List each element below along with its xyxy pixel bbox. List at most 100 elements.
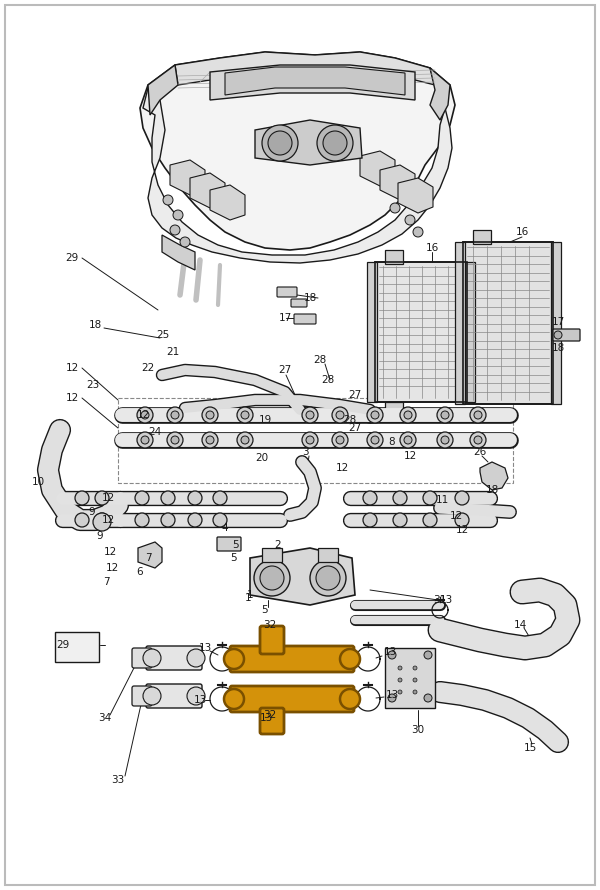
Circle shape [413,227,423,237]
Text: 12: 12 [101,493,115,503]
Bar [551,242,561,404]
Text: 5: 5 [232,540,238,550]
Circle shape [363,513,377,527]
Bar [55,632,99,662]
Polygon shape [430,68,450,120]
Circle shape [310,560,346,596]
Text: 16: 16 [515,227,529,237]
Text: 7: 7 [145,553,151,563]
Circle shape [413,690,417,694]
Bar [465,262,475,402]
Text: 28: 28 [313,355,326,365]
Text: 13: 13 [259,713,272,723]
Circle shape [171,411,179,419]
Circle shape [188,513,202,527]
Polygon shape [210,185,245,220]
Circle shape [302,407,318,423]
Bar [455,242,465,404]
Bar [385,250,403,264]
Text: 12: 12 [65,363,79,373]
Text: 25: 25 [157,330,170,340]
Text: 27: 27 [278,365,292,375]
Text: 29: 29 [65,253,79,263]
Circle shape [213,491,227,505]
Circle shape [388,694,396,702]
Text: 34: 34 [98,713,112,723]
Circle shape [224,649,244,669]
Circle shape [441,411,449,419]
Circle shape [161,491,175,505]
Text: 9: 9 [89,507,95,517]
Text: 5: 5 [230,553,236,563]
Text: 27: 27 [349,390,362,400]
Circle shape [437,407,453,423]
FancyBboxPatch shape [132,686,152,706]
Text: 1: 1 [245,593,251,603]
Polygon shape [170,160,205,195]
Circle shape [143,649,161,667]
FancyBboxPatch shape [230,646,354,672]
FancyBboxPatch shape [553,329,580,341]
Circle shape [437,432,453,448]
Text: 31: 31 [433,595,446,605]
Text: 16: 16 [425,243,439,253]
Circle shape [554,331,562,339]
Circle shape [213,513,227,527]
Circle shape [404,436,412,444]
Circle shape [224,689,244,709]
FancyBboxPatch shape [291,299,307,307]
Circle shape [188,491,202,505]
Circle shape [254,560,290,596]
Polygon shape [255,120,362,165]
Circle shape [161,513,175,527]
Bar [473,230,491,244]
FancyBboxPatch shape [217,537,241,551]
Circle shape [393,513,407,527]
Polygon shape [210,65,415,100]
Circle shape [141,411,149,419]
Polygon shape [143,88,452,263]
Circle shape [93,513,111,531]
Polygon shape [140,52,455,250]
Text: 17: 17 [551,317,565,327]
Circle shape [306,411,314,419]
Circle shape [441,436,449,444]
Text: 17: 17 [278,313,292,323]
Text: 28: 28 [343,415,356,425]
Text: 18: 18 [551,343,565,353]
Polygon shape [138,542,162,568]
Bar [367,262,377,402]
Text: 21: 21 [166,347,179,357]
Bar [318,548,338,562]
Circle shape [141,436,149,444]
FancyBboxPatch shape [146,646,202,670]
Circle shape [137,432,153,448]
Polygon shape [162,235,195,270]
Circle shape [306,436,314,444]
Text: 13: 13 [193,695,206,705]
Circle shape [405,215,415,225]
Text: 22: 22 [142,363,155,373]
Circle shape [173,210,183,220]
Text: 12: 12 [403,451,416,461]
Circle shape [180,237,190,247]
Circle shape [187,687,205,705]
Polygon shape [148,65,178,115]
Text: 20: 20 [256,453,269,463]
Circle shape [336,436,344,444]
Circle shape [424,694,432,702]
Text: 30: 30 [412,725,425,735]
Polygon shape [360,151,395,186]
Circle shape [455,513,469,527]
Text: 1: 1 [247,590,253,600]
Text: 33: 33 [112,775,125,785]
Circle shape [332,432,348,448]
Circle shape [470,432,486,448]
Circle shape [316,566,340,590]
Circle shape [206,411,214,419]
Circle shape [202,407,218,423]
Circle shape [75,491,89,505]
Circle shape [170,225,180,235]
Polygon shape [480,462,508,490]
Text: 8: 8 [389,437,395,447]
